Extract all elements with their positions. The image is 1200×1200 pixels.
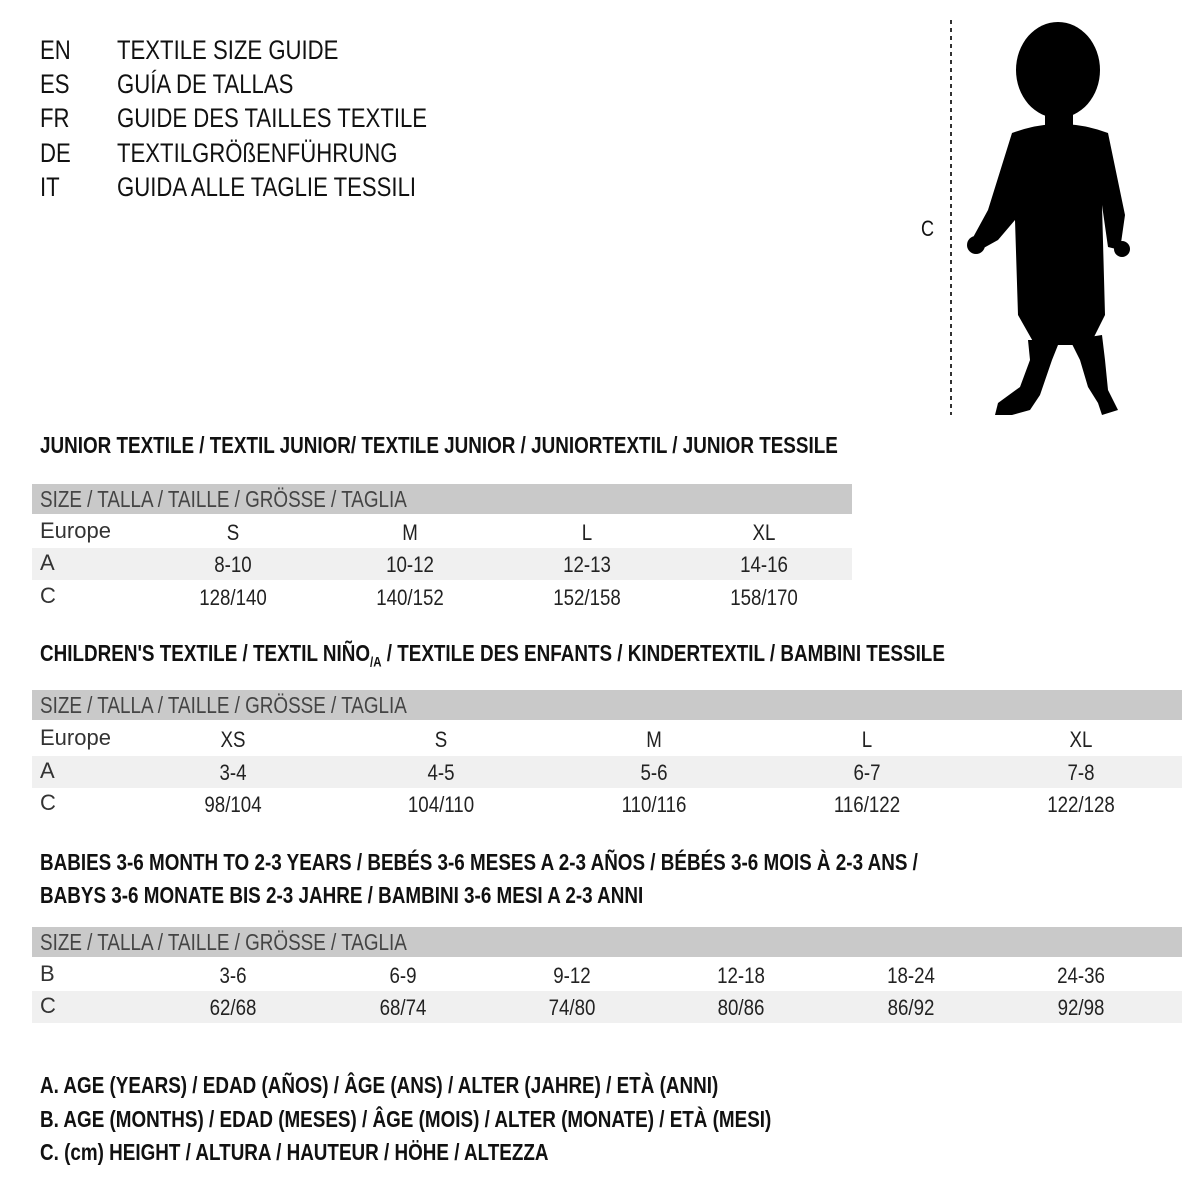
cell: 68/74 — [379, 995, 427, 1020]
lang-title: TEXTILGRÖßENFÜHRUNG — [117, 138, 398, 168]
cell: 8-10 — [214, 552, 252, 577]
cell: 80/86 — [717, 995, 765, 1020]
cell: 9-12 — [553, 963, 591, 988]
junior-section-title: JUNIOR TEXTILE / TEXTIL JUNIOR/ TEXTILE … — [40, 432, 838, 458]
cell: M — [646, 727, 662, 752]
row-label: C — [40, 993, 56, 1018]
cell: 92/98 — [1057, 995, 1105, 1020]
cell: 6-9 — [389, 963, 417, 988]
lang-title: TEXTILE SIZE GUIDE — [117, 35, 339, 65]
cell: 74/80 — [548, 995, 596, 1020]
cell: M — [402, 520, 418, 545]
size-header-band: SIZE / TALLA / TAILLE / GRÖSSE / TAGLIA — [32, 927, 1182, 957]
cell: S — [434, 727, 448, 752]
cell: 98/104 — [204, 792, 262, 817]
lang-title: GUIDE DES TAILLES TEXTILE — [117, 103, 428, 133]
table-row: C 62/68 68/74 74/80 80/86 86/92 92/98 — [32, 991, 1182, 1023]
cell: 10-12 — [386, 552, 434, 577]
lang-code: DE — [40, 138, 71, 168]
legend-item: B. AGE (MONTHS) / EDAD (MESES) / ÂGE (MO… — [40, 1106, 772, 1132]
cell: 7-8 — [1067, 760, 1095, 785]
cell: 62/68 — [209, 995, 257, 1020]
cell: 122/128 — [1047, 792, 1115, 817]
lang-code: EN — [40, 35, 71, 65]
cell: XS — [220, 727, 246, 752]
size-header-band: SIZE / TALLA / TAILLE / GRÖSSE / TAGLIA — [32, 690, 1182, 720]
cell: L — [861, 727, 873, 752]
row-label: C — [40, 790, 56, 815]
lang-code: FR — [40, 103, 70, 133]
row-label: A — [40, 550, 55, 575]
cell: 14-16 — [740, 552, 788, 577]
row-label: Europe — [40, 725, 111, 750]
cell: XL — [752, 520, 776, 545]
height-measure-label: C — [921, 216, 935, 241]
legend-item: A. AGE (YEARS) / EDAD (AÑOS) / ÂGE (ANS)… — [40, 1072, 719, 1098]
row-label: C — [40, 583, 56, 608]
table-row: C 98/104 104/110 110/116 116/122 122/128 — [32, 788, 1182, 820]
cell: 3-4 — [219, 760, 247, 785]
cell: 6-7 — [853, 760, 881, 785]
cell: 104/110 — [407, 792, 475, 817]
table-row: Europe XS S M L XL — [32, 723, 1182, 755]
cell: 3-6 — [219, 963, 247, 988]
size-header-band: SIZE / TALLA / TAILLE / GRÖSSE / TAGLIA — [32, 484, 852, 514]
lang-title: GUIDA ALLE TAGLIE TESSILI — [117, 172, 417, 202]
cell: XL — [1069, 727, 1093, 752]
cell: 12-13 — [563, 552, 611, 577]
cell: 5-6 — [640, 760, 668, 785]
cell: 24-36 — [1057, 963, 1105, 988]
cell: 116/122 — [833, 792, 901, 817]
children-section-title: CHILDREN'S TEXTILE / TEXTIL NIÑO/A / TEX… — [40, 640, 945, 670]
babies-section-title-line2: BABYS 3-6 MONATE BIS 2-3 JAHRE / BAMBINI… — [40, 882, 644, 908]
cell: 18-24 — [887, 963, 935, 988]
cell: 158/170 — [730, 585, 798, 610]
table-row: C 128/140 140/152 152/158 158/170 — [32, 581, 852, 613]
legend-item: C. (cm) HEIGHT / ALTURA / HAUTEUR / HÖHE… — [40, 1139, 549, 1165]
table-row: A 3-4 4-5 5-6 6-7 7-8 — [32, 756, 1182, 788]
table-row: B 3-6 6-9 9-12 12-18 18-24 24-36 — [32, 959, 1182, 991]
cell: L — [581, 520, 593, 545]
cell: 140/152 — [376, 585, 444, 610]
cell: 128/140 — [199, 585, 267, 610]
cell: 152/158 — [553, 585, 621, 610]
lang-title: GUÍA DE TALLAS — [117, 69, 294, 99]
row-label: A — [40, 758, 55, 783]
babies-section-title-line1: BABIES 3-6 MONTH TO 2-3 YEARS / BEBÉS 3-… — [40, 849, 918, 875]
table-row: Europe S M L XL — [32, 516, 852, 548]
cell: 110/116 — [621, 792, 687, 817]
lang-code: IT — [40, 172, 60, 202]
row-label: Europe — [40, 518, 111, 543]
baby-silhouette-icon — [950, 20, 1130, 415]
cell: 4-5 — [427, 760, 455, 785]
cell: 86/92 — [887, 995, 935, 1020]
cell: S — [226, 520, 240, 545]
cell: 12-18 — [717, 963, 765, 988]
lang-code: ES — [40, 69, 70, 99]
table-row: A 8-10 10-12 12-13 14-16 — [32, 548, 852, 580]
row-label: B — [40, 961, 55, 986]
